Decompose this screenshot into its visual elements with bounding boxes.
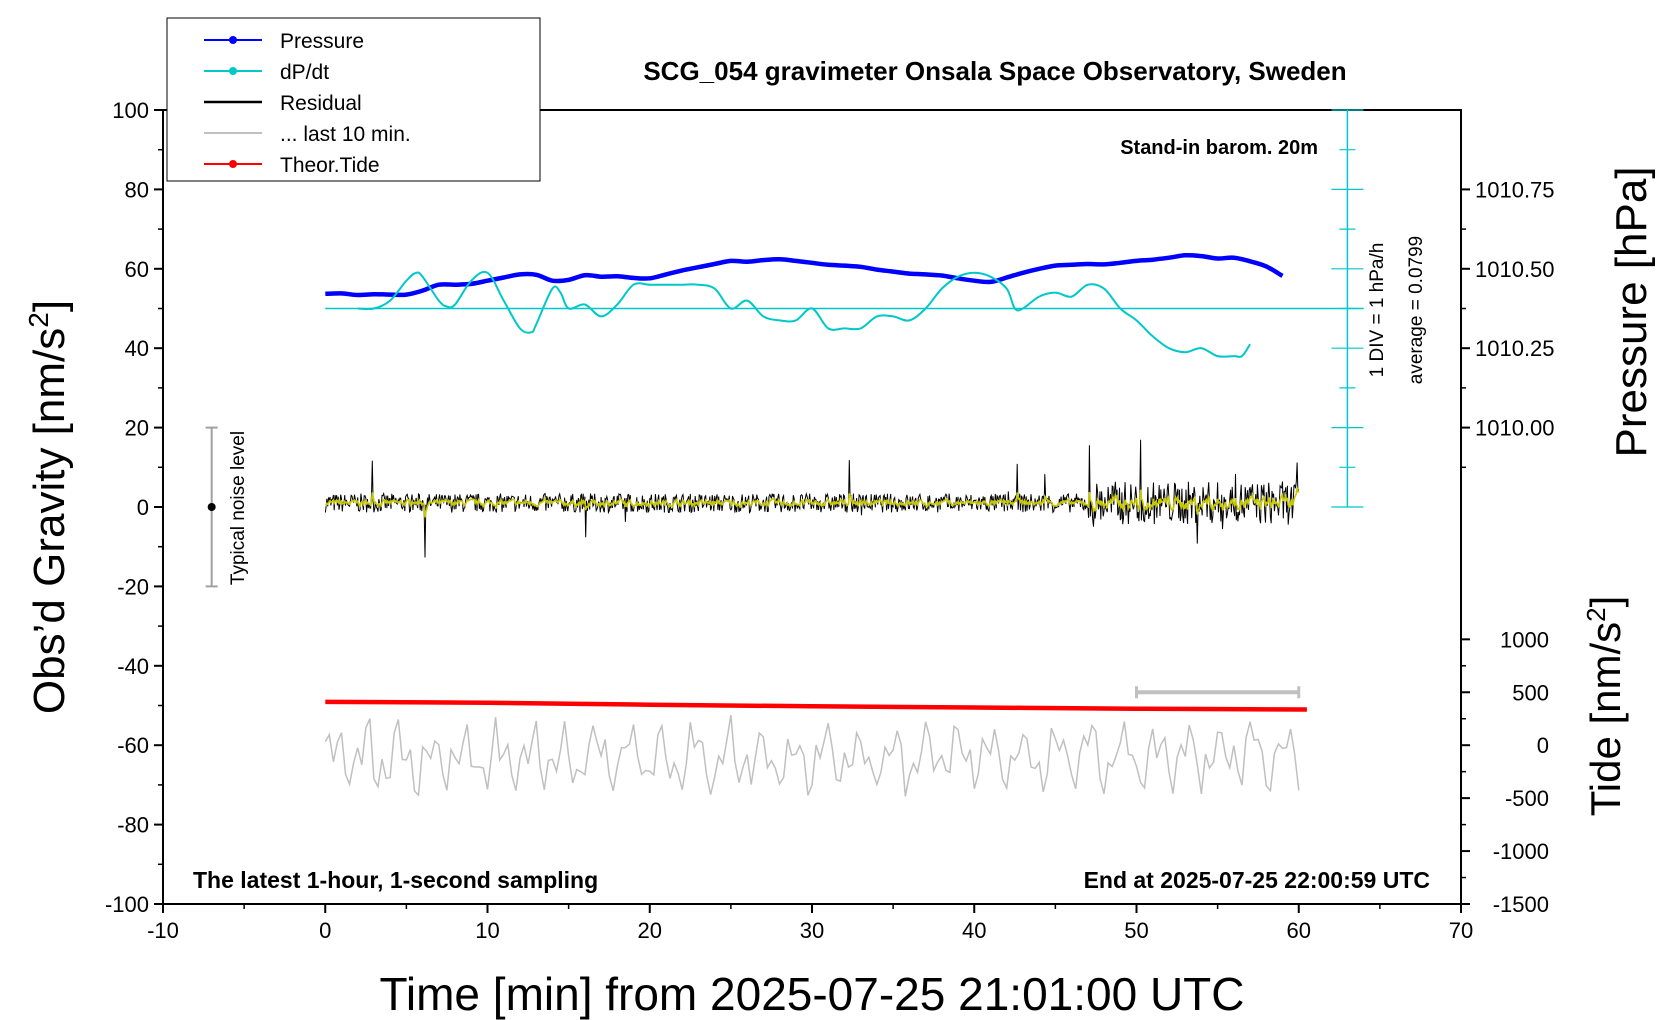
pressure-tick-label: 1010.25 bbox=[1475, 336, 1555, 361]
y-axis-label-tide-sup: 2 bbox=[1581, 607, 1611, 621]
legend-marker bbox=[229, 67, 237, 75]
tide-tick-label: -500 bbox=[1505, 786, 1549, 811]
legend-label: ... last 10 min. bbox=[280, 123, 411, 146]
x-tick-label: -10 bbox=[147, 918, 179, 943]
noise-level-center bbox=[207, 503, 216, 511]
y-tick-label: 40 bbox=[125, 336, 149, 361]
series-pressure bbox=[325, 252, 1284, 298]
average-annotation: average = 0.0799 bbox=[1406, 236, 1427, 384]
y-axis-label-tide-main: Tide [nm/s bbox=[1582, 622, 1629, 817]
y-axis-label-left: Obs’d Gravity [nm/s2] bbox=[23, 300, 74, 714]
x-tick-label: 40 bbox=[962, 918, 986, 943]
noise-traces bbox=[205, 426, 1301, 797]
x-tick-label: 70 bbox=[1449, 918, 1473, 943]
axis-ticks: -10 0 10 20 30 40 50 60 70100806040200-20-40-60-… bbox=[105, 98, 1555, 943]
tide-tick-label: 0 bbox=[1537, 733, 1549, 758]
legend-box bbox=[166, 17, 541, 182]
x-axis-label: Time [min] from 2025-07-25 21:01:00 UTC bbox=[380, 968, 1245, 1020]
y-tick-label: 100 bbox=[112, 98, 149, 123]
y-axis-label-tide-tail: ] bbox=[1582, 596, 1629, 608]
legend-label: Pressure bbox=[280, 30, 364, 53]
legend-label: Residual bbox=[280, 92, 362, 115]
y-axis-label-left-sup: 2 bbox=[23, 312, 54, 328]
x-tick-label: 20 bbox=[638, 918, 662, 943]
x-tick-label: 60 bbox=[1287, 918, 1311, 943]
x-tick-label: 0 bbox=[319, 918, 331, 943]
end-annotation: End at 2025-07-25 22:00:59 UTC bbox=[1084, 867, 1430, 893]
series-group bbox=[325, 109, 1364, 712]
y-tick-label: 0 bbox=[137, 495, 149, 520]
chart-title: SCG_054 gravimeter Onsala Space Observat… bbox=[643, 56, 1346, 86]
y-tick-label: 20 bbox=[125, 416, 149, 441]
y-tick-label: -60 bbox=[117, 733, 149, 758]
pressure-tick-label: 1010.75 bbox=[1475, 177, 1555, 202]
y-axis-label-left-tail: ] bbox=[25, 300, 74, 312]
legend-marker bbox=[229, 160, 237, 168]
latest-annotation: The latest 1-hour, 1-second sampling bbox=[193, 867, 598, 893]
y-axis-label-left-main: Obs’d Gravity [nm/s bbox=[25, 328, 74, 714]
y-axis-label-tide: Tide [nm/s2] bbox=[1581, 596, 1629, 817]
y-tick-label: -100 bbox=[105, 892, 149, 917]
residual-smoothed-trace bbox=[325, 487, 1300, 518]
tide-tick-label: 500 bbox=[1512, 680, 1549, 705]
pressure-tick-label: 1010.00 bbox=[1475, 416, 1555, 441]
tide-tick-label: -1500 bbox=[1493, 892, 1549, 917]
x-tick-label: 10 bbox=[475, 918, 499, 943]
residual-trace bbox=[324, 439, 1300, 558]
legend: Pressure dP/dt Residual ... last 10 min. The… bbox=[166, 17, 541, 182]
legend-label: Theor.Tide bbox=[280, 154, 380, 177]
barom-annotation: Stand-in barom. 20m bbox=[1120, 137, 1318, 159]
series-theor-tide bbox=[325, 699, 1307, 712]
x-tick-label: 30 bbox=[800, 918, 824, 943]
noise-annotation: Typical noise level bbox=[228, 431, 249, 585]
y-tick-label: 60 bbox=[125, 257, 149, 282]
pressure-tick-label: 1010.50 bbox=[1475, 257, 1555, 282]
div-annotation: 1 DIV = 1 hPa/h bbox=[1367, 243, 1388, 378]
y-tick-label: -40 bbox=[117, 654, 149, 679]
x-tick-label: 50 bbox=[1124, 918, 1148, 943]
tide-tick-label: 1000 bbox=[1500, 627, 1549, 652]
tide-tick-label: -1000 bbox=[1493, 839, 1549, 864]
y-tick-label: -20 bbox=[117, 574, 149, 599]
y-axis-label-pressure: Pressure [hPa] bbox=[1607, 166, 1656, 457]
y-tick-label: -80 bbox=[117, 813, 149, 838]
legend-label: dP/dt bbox=[280, 61, 329, 84]
last-10-min-trace bbox=[324, 715, 1300, 797]
y-tick-label: 80 bbox=[125, 177, 149, 202]
series-dp-dt bbox=[357, 270, 1251, 358]
legend-marker bbox=[229, 36, 237, 44]
